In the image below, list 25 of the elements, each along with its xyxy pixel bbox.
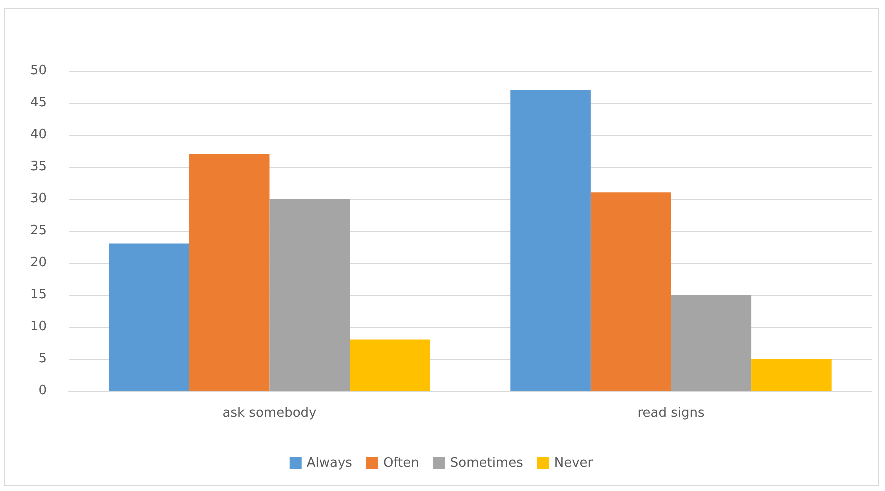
y-tick-label: 15 (30, 288, 47, 302)
bar (510, 90, 591, 391)
x-tick-label: ask somebody (222, 406, 318, 421)
y-tick-label: 0 (38, 384, 47, 398)
y-tick-label: 50 (30, 64, 47, 78)
y-tick-label: 45 (30, 96, 47, 110)
legend-label: Never (554, 456, 594, 471)
legend-label: Always (306, 456, 353, 471)
legend-label: Sometimes (450, 456, 524, 471)
bar (590, 192, 672, 391)
y-tick-label: 35 (30, 160, 47, 174)
bar (109, 244, 190, 391)
bar (270, 199, 350, 391)
bar (189, 154, 270, 391)
bar (671, 295, 752, 391)
bar (752, 359, 832, 391)
y-tick-label: 40 (30, 128, 47, 142)
bar (350, 340, 430, 391)
y-tick-label: 10 (30, 320, 47, 334)
legend-label: Often (383, 456, 420, 471)
x-tick-label: read signs (638, 406, 705, 421)
y-tick-label: 5 (38, 352, 47, 366)
y-tick-label: 20 (30, 256, 47, 270)
y-tick-label: 25 (30, 224, 47, 238)
y-tick-label: 30 (30, 192, 47, 206)
